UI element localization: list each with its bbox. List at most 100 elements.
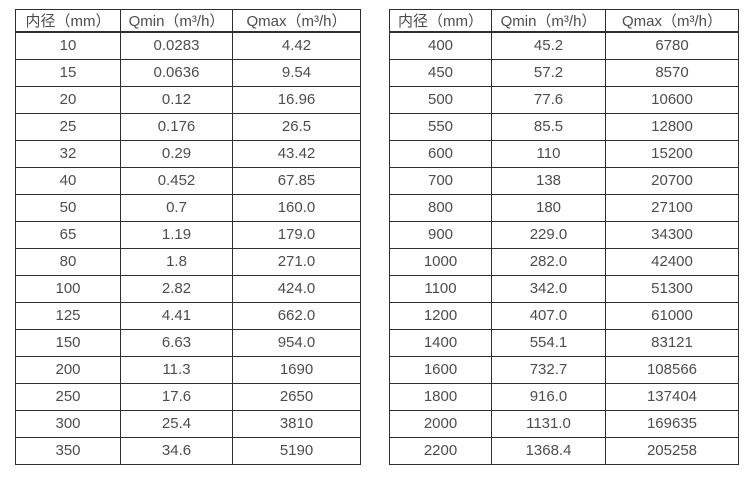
table-cell: 0.12 (120, 85, 233, 114)
table-cell: 40 (15, 166, 121, 195)
table-cell: 16.96 (232, 85, 361, 114)
table-cell: 282.0 (491, 247, 606, 276)
table-cell: 34300 (605, 220, 739, 249)
table-cell: 1690 (232, 355, 361, 384)
table-cell: 150 (15, 328, 121, 357)
table-cell: 5190 (232, 436, 361, 465)
flow-table-large-diameter: 内径（mm） Qmin（m³/h） Qmax（m³/h） 400 45.2 6780… (389, 9, 739, 465)
table-row: 32 0.29 43.42 (15, 139, 361, 168)
column-header-qmin: Qmin（m³/h） (120, 9, 233, 33)
table-cell: 125 (15, 301, 121, 330)
table-row: 300 25.4 3810 (15, 409, 361, 438)
table-cell: 0.0636 (120, 58, 233, 87)
table-cell: 34.6 (120, 436, 233, 465)
column-header-diameter: 内径（mm） (389, 9, 492, 33)
table-row: 1400 554.1 83121 (389, 328, 739, 357)
table-cell: 85.5 (491, 112, 606, 141)
table-cell: 83121 (605, 328, 739, 357)
table-cell: 32 (15, 139, 121, 168)
table-cell: 600 (389, 139, 492, 168)
column-header-qmin: Qmin（m³/h） (491, 9, 606, 33)
table-cell: 20 (15, 85, 121, 114)
table-cell: 550 (389, 112, 492, 141)
table-header-row: 内径（mm） Qmin（m³/h） Qmax（m³/h） (15, 9, 361, 33)
table-cell: 0.29 (120, 139, 233, 168)
table-row: 80 1.8 271.0 (15, 247, 361, 276)
table-cell: 25.4 (120, 409, 233, 438)
table-cell: 250 (15, 382, 121, 411)
table-cell: 1000 (389, 247, 492, 276)
table-cell: 15200 (605, 139, 739, 168)
table-body: 10 0.0283 4.42 15 0.0636 9.54 20 0.12 16.96 25 0.1… (15, 31, 361, 465)
table-cell: 61000 (605, 301, 739, 330)
table-cell: 4.41 (120, 301, 233, 330)
table-cell: 15 (15, 58, 121, 87)
table-row: 2000 1131.0 169635 (389, 409, 739, 438)
table-cell: 1200 (389, 301, 492, 330)
table-cell: 80 (15, 247, 121, 276)
table-cell: 450 (389, 58, 492, 87)
table-cell: 77.6 (491, 85, 606, 114)
table-row: 2200 1368.4 205258 (389, 436, 739, 465)
table-cell: 0.0283 (120, 31, 233, 60)
table-row: 65 1.19 179.0 (15, 220, 361, 249)
table-cell: 4.42 (232, 31, 361, 60)
table-row: 100 2.82 424.0 (15, 274, 361, 303)
table-row: 350 34.6 5190 (15, 436, 361, 465)
table-row: 1600 732.7 108566 (389, 355, 739, 384)
table-cell: 1.8 (120, 247, 233, 276)
table-cell: 57.2 (491, 58, 606, 87)
table-cell: 732.7 (491, 355, 606, 384)
table-cell: 0.452 (120, 166, 233, 195)
table-cell: 407.0 (491, 301, 606, 330)
table-cell: 424.0 (232, 274, 361, 303)
table-cell: 700 (389, 166, 492, 195)
table-row: 20 0.12 16.96 (15, 85, 361, 114)
table-body: 400 45.2 6780 450 57.2 8570 500 77.6 10600 550 85.… (389, 31, 739, 465)
table-cell: 9.54 (232, 58, 361, 87)
table-cell: 954.0 (232, 328, 361, 357)
table-cell: 50 (15, 193, 121, 222)
table-cell: 300 (15, 409, 121, 438)
table-cell: 65 (15, 220, 121, 249)
column-header-qmax: Qmax（m³/h） (232, 9, 361, 33)
table-row: 1200 407.0 61000 (389, 301, 739, 330)
table-cell: 662.0 (232, 301, 361, 330)
table-cell: 138 (491, 166, 606, 195)
table-row: 250 17.6 2650 (15, 382, 361, 411)
table-cell: 6780 (605, 31, 739, 60)
table-cell: 1400 (389, 328, 492, 357)
table-cell: 350 (15, 436, 121, 465)
table-row: 150 6.63 954.0 (15, 328, 361, 357)
table-cell: 554.1 (491, 328, 606, 357)
table-cell: 20700 (605, 166, 739, 195)
table-cell: 200 (15, 355, 121, 384)
table-row: 1000 282.0 42400 (389, 247, 739, 276)
column-header-qmax: Qmax（m³/h） (605, 9, 739, 33)
table-cell: 3810 (232, 409, 361, 438)
table-cell: 67.85 (232, 166, 361, 195)
table-cell: 110 (491, 139, 606, 168)
table-cell: 800 (389, 193, 492, 222)
table-cell: 27100 (605, 193, 739, 222)
flow-rate-tables: 内径（mm） Qmin（m³/h） Qmax（m³/h） 10 0.0283 4.4… (15, 9, 739, 465)
table-row: 10 0.0283 4.42 (15, 31, 361, 60)
table-cell: 11.3 (120, 355, 233, 384)
table-cell: 2.82 (120, 274, 233, 303)
table-cell: 500 (389, 85, 492, 114)
table-cell: 160.0 (232, 193, 361, 222)
table-row: 600 110 15200 (389, 139, 739, 168)
table-cell: 916.0 (491, 382, 606, 411)
table-row: 200 11.3 1690 (15, 355, 361, 384)
table-cell: 2650 (232, 382, 361, 411)
table-cell: 180 (491, 193, 606, 222)
table-cell: 42400 (605, 247, 739, 276)
table-cell: 137404 (605, 382, 739, 411)
table-row: 500 77.6 10600 (389, 85, 739, 114)
table-cell: 179.0 (232, 220, 361, 249)
table-cell: 2200 (389, 436, 492, 465)
table-row: 800 180 27100 (389, 193, 739, 222)
column-header-diameter: 内径（mm） (15, 9, 121, 33)
table-row: 450 57.2 8570 (389, 58, 739, 87)
table-cell: 43.42 (232, 139, 361, 168)
